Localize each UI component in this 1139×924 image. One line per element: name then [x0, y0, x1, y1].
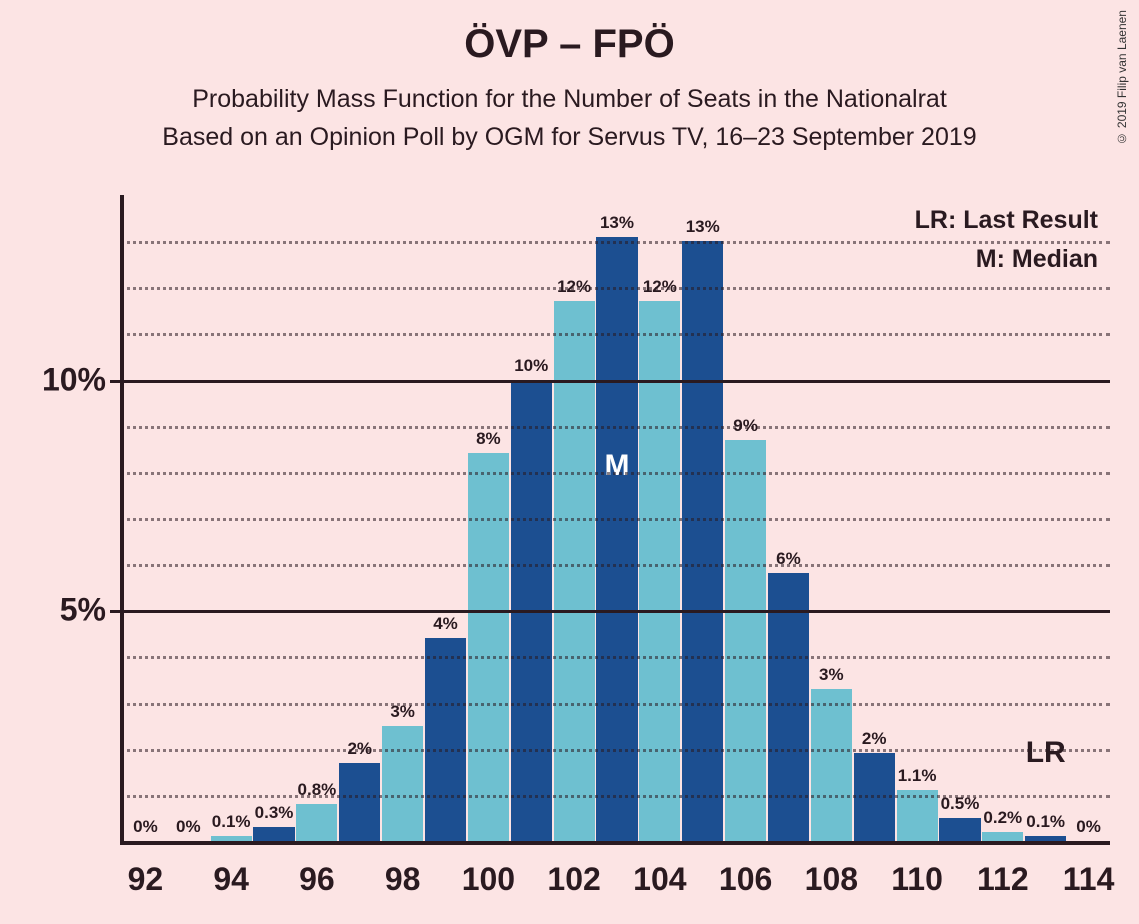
gridline-major — [120, 380, 1110, 383]
bar: 8% — [468, 453, 509, 841]
x-tick-label: 114 — [1063, 845, 1115, 898]
bar: 0.3% — [253, 827, 294, 841]
gridline-minor — [120, 333, 1110, 336]
x-axis — [120, 841, 1110, 845]
bar-value-label: 0.1% — [212, 812, 251, 836]
bar-value-label: 0.1% — [1026, 812, 1065, 836]
bar-value-label: 4% — [433, 614, 458, 638]
bar-value-label: 0.8% — [298, 780, 337, 804]
gridline-minor — [120, 426, 1110, 429]
bar-value-label: 13% — [600, 213, 634, 237]
x-tick-label: 108 — [805, 845, 858, 898]
median-marker: M — [604, 449, 629, 483]
x-tick-label: 106 — [719, 845, 772, 898]
chart-title: ÖVP – FPÖ — [0, 0, 1139, 67]
chart-plot-area: 0%0%0.1%0.3%0.8%2%3%4%8%10%12%13%M12%13%… — [120, 195, 1110, 845]
x-tick-label: 98 — [385, 845, 421, 898]
y-tick-mark — [110, 380, 120, 383]
bar: 3% — [382, 726, 423, 841]
x-tick-label: 94 — [213, 845, 249, 898]
subtitle-line-2: Based on an Opinion Poll by OGM for Serv… — [162, 123, 976, 151]
legend: LR: Last Result M: Median — [915, 201, 1098, 279]
y-tick-mark — [110, 610, 120, 613]
bar: 6% — [768, 573, 809, 841]
legend-lr: LR: Last Result — [915, 201, 1098, 240]
gridline-minor — [120, 518, 1110, 521]
x-tick-label: 110 — [891, 845, 943, 898]
gridline-minor — [120, 472, 1110, 475]
bar-value-label: 6% — [776, 549, 801, 573]
bar-value-label: 0% — [133, 817, 158, 841]
y-tick-label: 10% — [42, 361, 120, 398]
gridline-minor — [120, 703, 1110, 706]
bar-value-label: 0% — [176, 817, 201, 841]
bar-value-label: 0.2% — [983, 808, 1022, 832]
gridline-minor — [120, 656, 1110, 659]
gridline-minor — [120, 795, 1110, 798]
bar: 2% — [339, 763, 380, 841]
x-tick-label: 112 — [977, 845, 1029, 898]
x-tick-label: 104 — [633, 845, 686, 898]
bar: 0.5% — [939, 818, 980, 841]
gridline-minor — [120, 749, 1110, 752]
bar: 0.1% — [211, 836, 252, 841]
chart-subtitle: Probability Mass Function for the Number… — [0, 81, 1139, 156]
bar-value-label: 3% — [819, 665, 844, 689]
bar-value-label: 10% — [514, 356, 548, 380]
x-tick-label: 96 — [299, 845, 335, 898]
bar: 3% — [811, 689, 852, 841]
x-tick-label: 102 — [547, 845, 600, 898]
gridline-minor — [120, 564, 1110, 567]
gridline-minor — [120, 241, 1110, 244]
bar: 4% — [425, 638, 466, 841]
legend-m: M: Median — [915, 240, 1098, 279]
x-tick-label: 92 — [128, 845, 164, 898]
bar: 0.8% — [296, 804, 337, 841]
bar: 1.1% — [897, 790, 938, 841]
last-result-marker: LR — [1026, 736, 1066, 770]
bar-value-label: 1.1% — [898, 766, 937, 790]
subtitle-line-1: Probability Mass Function for the Number… — [192, 85, 947, 113]
gridline-major — [120, 610, 1110, 613]
x-tick-label: 100 — [462, 845, 515, 898]
gridline-minor — [120, 287, 1110, 290]
copyright-notice: © 2019 Filip van Laenen — [1115, 10, 1129, 145]
bar-value-label: 0% — [1076, 817, 1101, 841]
bar-value-label: 8% — [476, 429, 501, 453]
bar: 0.2% — [982, 832, 1023, 841]
bar-value-label: 13% — [686, 217, 720, 241]
bar: 0.1% — [1025, 836, 1066, 841]
bar-value-label: 0.3% — [255, 803, 294, 827]
bar: 9% — [725, 440, 766, 841]
